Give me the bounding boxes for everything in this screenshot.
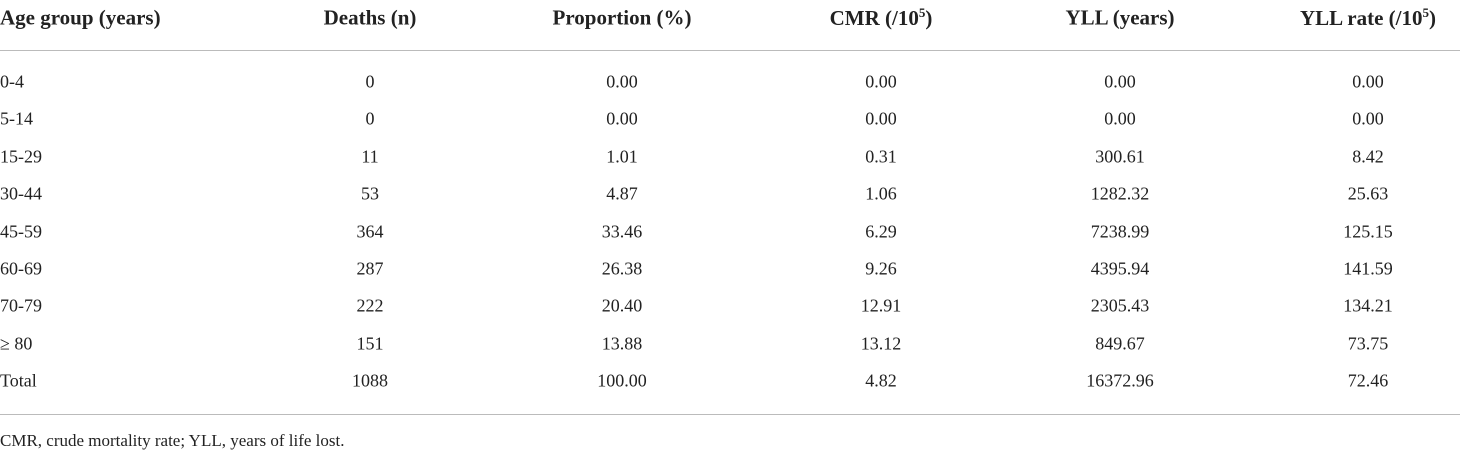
table-cell: 9.26 bbox=[865, 258, 897, 279]
table-cell: 4.87 bbox=[606, 183, 638, 204]
table-cell: 0.31 bbox=[865, 146, 897, 167]
row-label: 15-29 bbox=[0, 146, 42, 167]
table-cell: 0 bbox=[365, 108, 375, 129]
table-cell: 0.00 bbox=[865, 108, 897, 129]
table-cell: 0.00 bbox=[865, 71, 897, 92]
header-cell: Age group (years) bbox=[0, 6, 161, 31]
table-cell: 13.88 bbox=[601, 333, 643, 354]
row-label: 70-79 bbox=[0, 295, 42, 316]
table-cell: 25.63 bbox=[1347, 183, 1389, 204]
table-cell: 73.75 bbox=[1347, 333, 1389, 354]
table-cell: 300.61 bbox=[1095, 146, 1145, 167]
table-cell: 6.29 bbox=[865, 221, 897, 242]
header-tail: ) bbox=[1428, 6, 1436, 30]
header-cell: CMR (/105) bbox=[830, 5, 933, 31]
table-cell: 8.42 bbox=[1352, 146, 1384, 167]
header-sup: 5 bbox=[918, 5, 926, 20]
table-cell: 2305.43 bbox=[1090, 295, 1150, 316]
header-sup: 5 bbox=[1422, 5, 1429, 20]
table-cell: 100.00 bbox=[597, 370, 647, 391]
table-cell: 0.00 bbox=[606, 108, 638, 129]
table-cell: 53 bbox=[361, 183, 379, 204]
row-label: ≥ 80 bbox=[0, 333, 33, 354]
table-cell: 0.00 bbox=[1104, 71, 1136, 92]
bottom-rule bbox=[0, 414, 1460, 415]
table-cell: 287 bbox=[356, 258, 384, 279]
table-cell: 0 bbox=[365, 71, 375, 92]
table-cell: 141.59 bbox=[1343, 258, 1393, 279]
table-cell: 72.46 bbox=[1347, 370, 1389, 391]
row-label: Total bbox=[0, 370, 37, 391]
header-text: YLL (years) bbox=[1065, 5, 1175, 30]
table-cell: 0.00 bbox=[1104, 108, 1136, 129]
table-cell: 222 bbox=[356, 295, 384, 316]
table-cell: 4.82 bbox=[865, 370, 897, 391]
header-cell: Deaths (n) bbox=[324, 6, 417, 31]
table-cell: 16372.96 bbox=[1086, 370, 1154, 391]
table-cell: 1.01 bbox=[606, 146, 638, 167]
table-cell: 125.15 bbox=[1343, 221, 1393, 242]
table-cell: 20.40 bbox=[601, 295, 643, 316]
table-cell: 1282.32 bbox=[1090, 183, 1150, 204]
header-tail: ) bbox=[925, 6, 933, 30]
header-cell: Proportion (%) bbox=[552, 6, 691, 31]
table-cell: 364 bbox=[356, 221, 384, 242]
row-label: 0-4 bbox=[0, 71, 24, 92]
table-cell: 134.21 bbox=[1343, 295, 1393, 316]
header-cell: YLL (years) bbox=[1065, 6, 1174, 31]
header-text: CMR (/10 bbox=[829, 6, 919, 30]
header-text: Age group (years) bbox=[0, 5, 161, 30]
row-label: 5-14 bbox=[0, 108, 33, 129]
table-cell: 33.46 bbox=[601, 221, 643, 242]
table-cell: 0.00 bbox=[1352, 108, 1384, 129]
table-cell: 1.06 bbox=[865, 183, 897, 204]
row-label: 45-59 bbox=[0, 221, 42, 242]
header-text: YLL rate (/10 bbox=[1300, 6, 1423, 30]
row-label: 30-44 bbox=[0, 183, 42, 204]
table-cell: 849.67 bbox=[1095, 333, 1145, 354]
header-text: Proportion (%) bbox=[552, 5, 692, 30]
table-cell: 26.38 bbox=[601, 258, 643, 279]
footnote: CMR, crude mortality rate; YLL, years of… bbox=[0, 431, 345, 450]
row-label: 60-69 bbox=[0, 258, 42, 279]
table-cell: 1088 bbox=[352, 370, 388, 391]
table-cell: 151 bbox=[356, 333, 384, 354]
table-cell: 7238.99 bbox=[1090, 221, 1150, 242]
header-text: Deaths (n) bbox=[323, 5, 417, 30]
table-cell: 0.00 bbox=[1352, 71, 1384, 92]
header-rule bbox=[0, 50, 1460, 51]
table-cell: 12.91 bbox=[860, 295, 902, 316]
table-cell: 11 bbox=[361, 146, 379, 167]
header-cell: YLL rate (/105) bbox=[1300, 5, 1436, 31]
table-cell: 0.00 bbox=[606, 71, 638, 92]
table-cell: 4395.94 bbox=[1090, 258, 1150, 279]
table-cell: 13.12 bbox=[860, 333, 902, 354]
